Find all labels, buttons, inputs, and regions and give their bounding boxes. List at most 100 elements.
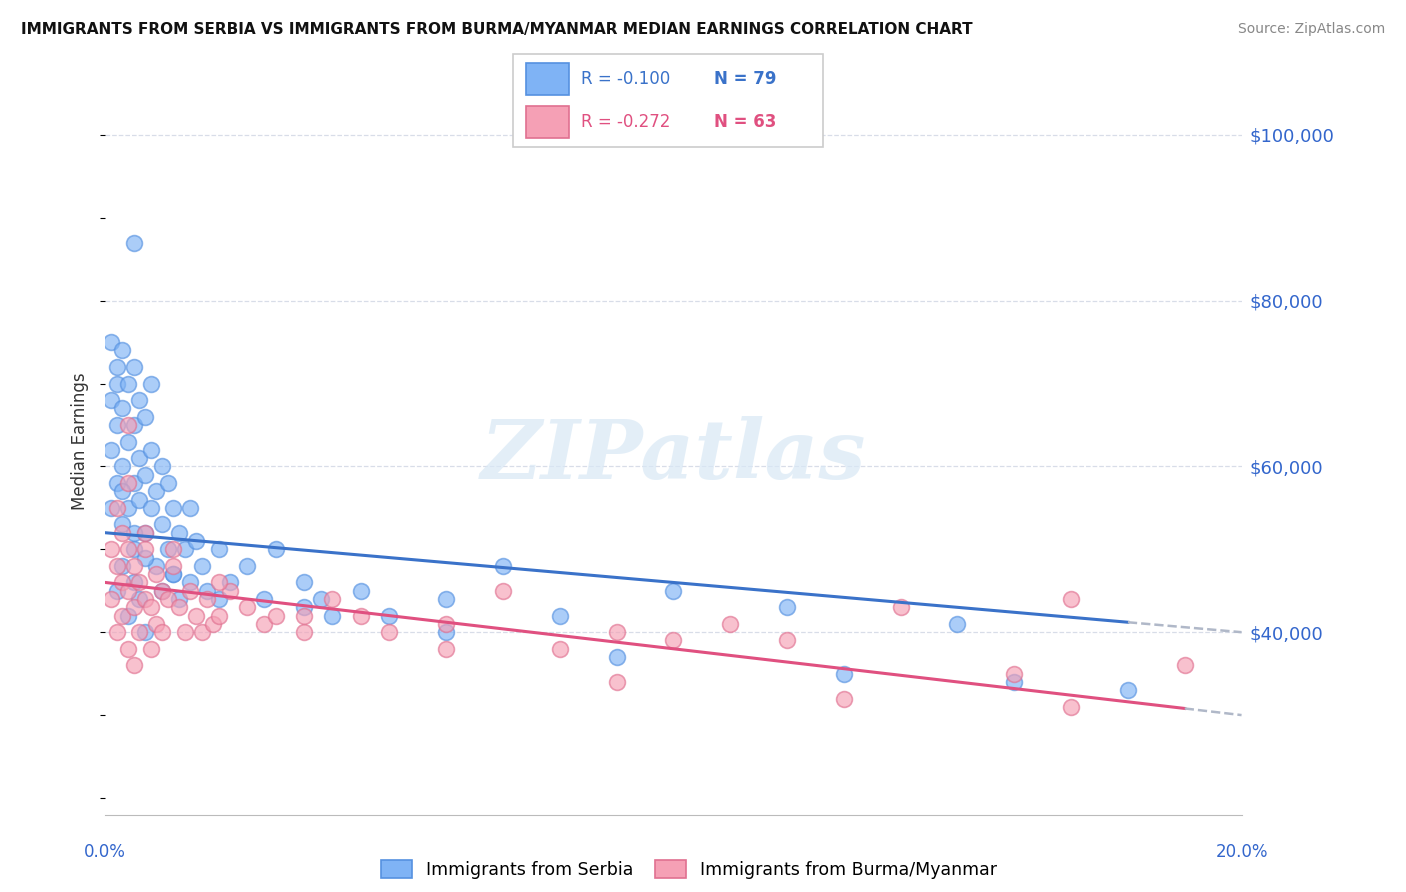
Point bbox=[179, 575, 201, 590]
Point bbox=[434, 616, 457, 631]
Point bbox=[292, 575, 315, 590]
Point bbox=[662, 633, 685, 648]
Point bbox=[100, 393, 122, 408]
Text: 0.0%: 0.0% bbox=[84, 843, 127, 861]
Point bbox=[208, 608, 231, 623]
Point bbox=[134, 467, 156, 482]
Point bbox=[179, 500, 201, 515]
Point bbox=[122, 359, 145, 374]
Point bbox=[100, 542, 122, 557]
Point bbox=[1002, 674, 1025, 689]
Point bbox=[208, 575, 231, 590]
Point bbox=[122, 658, 145, 673]
Point bbox=[253, 616, 276, 631]
Point bbox=[111, 558, 134, 573]
Point bbox=[191, 558, 214, 573]
Point bbox=[219, 583, 242, 598]
Point bbox=[606, 674, 628, 689]
Point bbox=[606, 650, 628, 665]
Text: Source: ZipAtlas.com: Source: ZipAtlas.com bbox=[1237, 22, 1385, 37]
Point bbox=[202, 616, 225, 631]
Text: N = 79: N = 79 bbox=[714, 70, 776, 87]
Point bbox=[208, 542, 231, 557]
Point bbox=[105, 475, 128, 490]
Point bbox=[111, 343, 134, 358]
FancyBboxPatch shape bbox=[513, 54, 823, 147]
Point bbox=[150, 583, 173, 598]
Point bbox=[145, 558, 167, 573]
Point bbox=[173, 542, 195, 557]
Point bbox=[197, 592, 219, 607]
Point bbox=[184, 534, 207, 549]
Point bbox=[111, 517, 134, 532]
Point bbox=[105, 417, 128, 432]
Point bbox=[139, 442, 162, 457]
Point bbox=[122, 558, 145, 573]
Point bbox=[122, 575, 145, 590]
Text: IMMIGRANTS FROM SERBIA VS IMMIGRANTS FROM BURMA/MYANMAR MEDIAN EARNINGS CORRELAT: IMMIGRANTS FROM SERBIA VS IMMIGRANTS FRO… bbox=[21, 22, 973, 37]
Point bbox=[111, 459, 134, 474]
Point bbox=[105, 500, 128, 515]
Point bbox=[890, 600, 912, 615]
Text: R = -0.100: R = -0.100 bbox=[581, 70, 671, 87]
Point bbox=[292, 600, 315, 615]
FancyBboxPatch shape bbox=[526, 106, 569, 138]
Point bbox=[111, 401, 134, 416]
Point bbox=[378, 625, 401, 640]
Point bbox=[718, 616, 741, 631]
Point bbox=[162, 567, 184, 582]
Point bbox=[117, 583, 139, 598]
Point bbox=[139, 641, 162, 656]
Point bbox=[117, 542, 139, 557]
Point bbox=[117, 376, 139, 391]
Point bbox=[128, 492, 150, 507]
Point bbox=[134, 525, 156, 540]
Point bbox=[548, 608, 571, 623]
Point bbox=[776, 600, 799, 615]
Point bbox=[1060, 699, 1083, 714]
Point bbox=[264, 608, 287, 623]
Point bbox=[122, 235, 145, 250]
Point bbox=[434, 592, 457, 607]
Point bbox=[292, 608, 315, 623]
Point bbox=[128, 625, 150, 640]
Point bbox=[134, 409, 156, 424]
Point bbox=[105, 625, 128, 640]
Point bbox=[134, 542, 156, 557]
Point bbox=[105, 376, 128, 391]
Point bbox=[1174, 658, 1197, 673]
Point bbox=[128, 451, 150, 466]
Point bbox=[350, 608, 373, 623]
Point bbox=[139, 376, 162, 391]
Text: ZIPatlas: ZIPatlas bbox=[481, 417, 866, 497]
Point bbox=[832, 691, 855, 706]
Point bbox=[162, 542, 184, 557]
Point bbox=[1002, 666, 1025, 681]
Point bbox=[105, 558, 128, 573]
Point bbox=[832, 666, 855, 681]
Point bbox=[134, 550, 156, 565]
Point bbox=[117, 417, 139, 432]
Point bbox=[191, 625, 214, 640]
Point bbox=[150, 625, 173, 640]
Point bbox=[100, 334, 122, 349]
Point bbox=[167, 600, 190, 615]
Point bbox=[122, 600, 145, 615]
Point bbox=[434, 625, 457, 640]
Text: R = -0.272: R = -0.272 bbox=[581, 113, 671, 131]
Point bbox=[139, 500, 162, 515]
Point bbox=[264, 542, 287, 557]
Point bbox=[117, 475, 139, 490]
Point bbox=[219, 575, 242, 590]
Point bbox=[606, 625, 628, 640]
Point bbox=[321, 608, 343, 623]
Text: N = 63: N = 63 bbox=[714, 113, 776, 131]
Point bbox=[150, 583, 173, 598]
Point bbox=[134, 525, 156, 540]
Point bbox=[776, 633, 799, 648]
Point bbox=[350, 583, 373, 598]
Point bbox=[128, 393, 150, 408]
Point bbox=[167, 592, 190, 607]
Point bbox=[236, 558, 259, 573]
Point bbox=[111, 525, 134, 540]
